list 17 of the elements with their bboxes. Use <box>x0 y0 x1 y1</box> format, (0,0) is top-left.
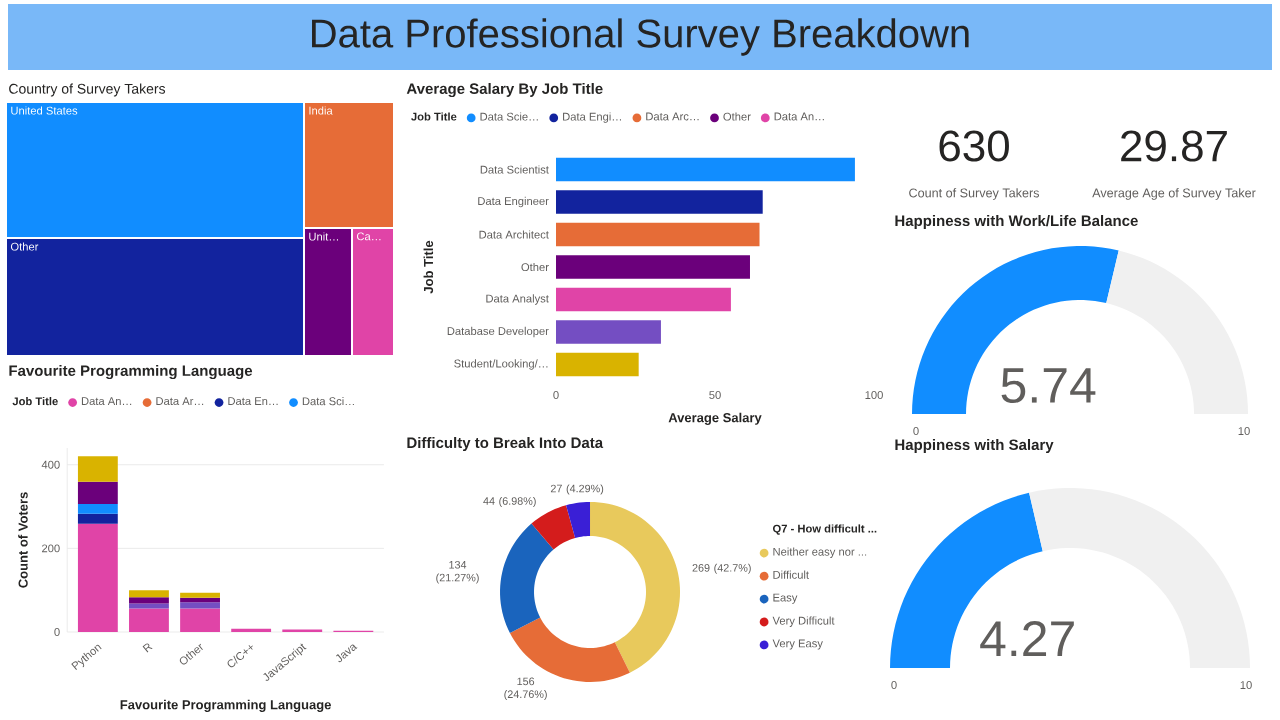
bar <box>180 608 220 632</box>
bar <box>129 590 169 598</box>
text: 630 <box>939 130 1009 162</box>
bar <box>77 504 118 514</box>
text: Data Professional Survey Breakdown <box>312 18 969 56</box>
bar <box>77 456 118 482</box>
bar <box>180 602 220 609</box>
data-label: 5.74 <box>1001 368 1096 404</box>
bar <box>77 481 118 505</box>
bar <box>77 513 118 524</box>
bar <box>77 523 118 632</box>
data-label: 4.27 <box>980 621 1074 656</box>
bar <box>129 608 169 632</box>
text: 29.87 <box>1121 130 1227 162</box>
bar <box>180 592 220 598</box>
bar <box>129 597 169 604</box>
bar <box>129 603 169 609</box>
